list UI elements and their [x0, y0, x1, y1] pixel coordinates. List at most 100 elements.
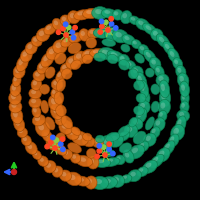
- Ellipse shape: [159, 89, 171, 107]
- Ellipse shape: [95, 135, 105, 143]
- Ellipse shape: [126, 153, 134, 163]
- Ellipse shape: [56, 79, 66, 92]
- Ellipse shape: [87, 178, 92, 184]
- Ellipse shape: [47, 27, 56, 35]
- Ellipse shape: [177, 119, 181, 126]
- Ellipse shape: [32, 150, 41, 160]
- Ellipse shape: [60, 15, 71, 26]
- Ellipse shape: [120, 133, 125, 137]
- Ellipse shape: [118, 54, 130, 65]
- Ellipse shape: [62, 17, 66, 21]
- Ellipse shape: [55, 82, 63, 90]
- Ellipse shape: [84, 51, 90, 55]
- Ellipse shape: [131, 40, 141, 49]
- Ellipse shape: [31, 99, 36, 103]
- Ellipse shape: [134, 106, 144, 115]
- Ellipse shape: [27, 44, 32, 49]
- Ellipse shape: [11, 94, 16, 99]
- Ellipse shape: [154, 32, 163, 41]
- Ellipse shape: [57, 146, 66, 155]
- Ellipse shape: [112, 29, 128, 43]
- Ellipse shape: [9, 101, 22, 113]
- Circle shape: [45, 144, 49, 149]
- Ellipse shape: [38, 124, 44, 130]
- Ellipse shape: [69, 59, 79, 69]
- Ellipse shape: [35, 116, 40, 121]
- Ellipse shape: [52, 90, 55, 94]
- Ellipse shape: [16, 68, 25, 78]
- Ellipse shape: [36, 28, 50, 42]
- Ellipse shape: [104, 10, 110, 14]
- Ellipse shape: [12, 85, 16, 91]
- Ellipse shape: [79, 29, 90, 41]
- Ellipse shape: [54, 91, 60, 99]
- Ellipse shape: [153, 130, 160, 138]
- Ellipse shape: [159, 151, 164, 156]
- Ellipse shape: [33, 108, 37, 112]
- Ellipse shape: [173, 58, 183, 69]
- Ellipse shape: [158, 99, 170, 115]
- Ellipse shape: [92, 138, 103, 148]
- Ellipse shape: [121, 11, 132, 24]
- Ellipse shape: [162, 103, 170, 114]
- Ellipse shape: [170, 136, 174, 142]
- Ellipse shape: [117, 156, 121, 160]
- Ellipse shape: [66, 172, 82, 186]
- Ellipse shape: [69, 175, 75, 180]
- Ellipse shape: [95, 141, 103, 148]
- Ellipse shape: [131, 66, 143, 79]
- Ellipse shape: [57, 116, 61, 121]
- Ellipse shape: [127, 126, 132, 132]
- Ellipse shape: [52, 166, 63, 177]
- Ellipse shape: [51, 79, 63, 90]
- Ellipse shape: [106, 132, 120, 142]
- Circle shape: [71, 36, 76, 40]
- Ellipse shape: [137, 167, 148, 177]
- Ellipse shape: [25, 141, 37, 154]
- Ellipse shape: [106, 159, 113, 162]
- Ellipse shape: [158, 110, 167, 121]
- Ellipse shape: [150, 154, 164, 168]
- Ellipse shape: [72, 155, 76, 159]
- Ellipse shape: [87, 11, 99, 19]
- Ellipse shape: [136, 72, 147, 88]
- Ellipse shape: [91, 176, 109, 190]
- Ellipse shape: [136, 93, 146, 103]
- Circle shape: [54, 138, 59, 142]
- Circle shape: [95, 154, 99, 159]
- Ellipse shape: [162, 84, 170, 97]
- Ellipse shape: [174, 60, 178, 64]
- Ellipse shape: [35, 109, 41, 117]
- Ellipse shape: [64, 39, 74, 47]
- Ellipse shape: [25, 42, 37, 54]
- Ellipse shape: [62, 124, 72, 134]
- Ellipse shape: [56, 133, 65, 142]
- Ellipse shape: [139, 22, 149, 30]
- Ellipse shape: [24, 138, 31, 146]
- Ellipse shape: [138, 141, 149, 152]
- Ellipse shape: [34, 82, 42, 90]
- Ellipse shape: [166, 45, 174, 54]
- Ellipse shape: [32, 115, 45, 126]
- Ellipse shape: [124, 177, 132, 183]
- Ellipse shape: [129, 63, 136, 70]
- Ellipse shape: [50, 49, 60, 59]
- Ellipse shape: [129, 16, 140, 25]
- Ellipse shape: [53, 81, 58, 85]
- Ellipse shape: [119, 60, 130, 70]
- Ellipse shape: [51, 103, 64, 120]
- Ellipse shape: [61, 36, 74, 47]
- Ellipse shape: [40, 32, 49, 41]
- Circle shape: [101, 145, 106, 149]
- Ellipse shape: [159, 37, 164, 43]
- Ellipse shape: [39, 31, 44, 36]
- Circle shape: [106, 28, 110, 32]
- Ellipse shape: [138, 45, 149, 55]
- Ellipse shape: [176, 65, 186, 78]
- Ellipse shape: [153, 158, 163, 167]
- Ellipse shape: [94, 159, 111, 167]
- Ellipse shape: [179, 120, 186, 132]
- Circle shape: [99, 19, 104, 24]
- Ellipse shape: [159, 77, 169, 86]
- Ellipse shape: [111, 136, 117, 142]
